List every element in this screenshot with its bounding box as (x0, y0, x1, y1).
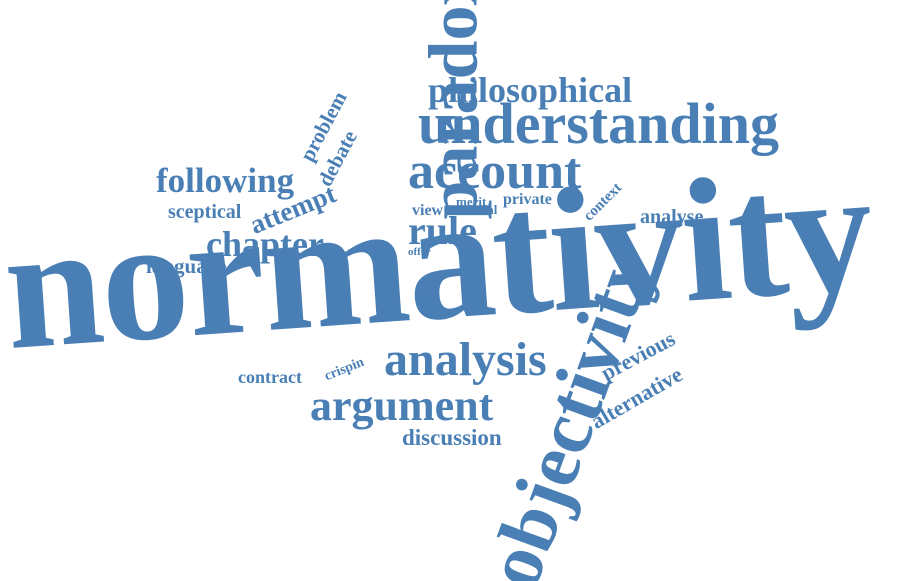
word-philosophical: philosophical (428, 70, 633, 110)
word-understanding: understanding (418, 91, 780, 156)
word-private: private (503, 191, 552, 208)
word-account: account (408, 143, 582, 200)
word-offer: offer (408, 246, 431, 258)
word-argument: argument (310, 381, 494, 430)
word-rule: rule (408, 208, 477, 253)
word-chapter: chapter (206, 224, 324, 264)
word-following: following (156, 161, 295, 200)
word-merit: merit (456, 194, 487, 209)
word-analysis: analysis (384, 333, 547, 386)
word-real: real (476, 202, 498, 217)
word-language: language (146, 254, 227, 278)
word-view: view (412, 202, 444, 219)
word-sceptical: sceptical (168, 201, 242, 223)
word-discussion: discussion (402, 425, 502, 450)
word-contract: contract (238, 367, 302, 387)
word-ass: ass (452, 268, 464, 278)
word-analyse: analyse (640, 206, 704, 228)
word-john: john (416, 284, 436, 295)
